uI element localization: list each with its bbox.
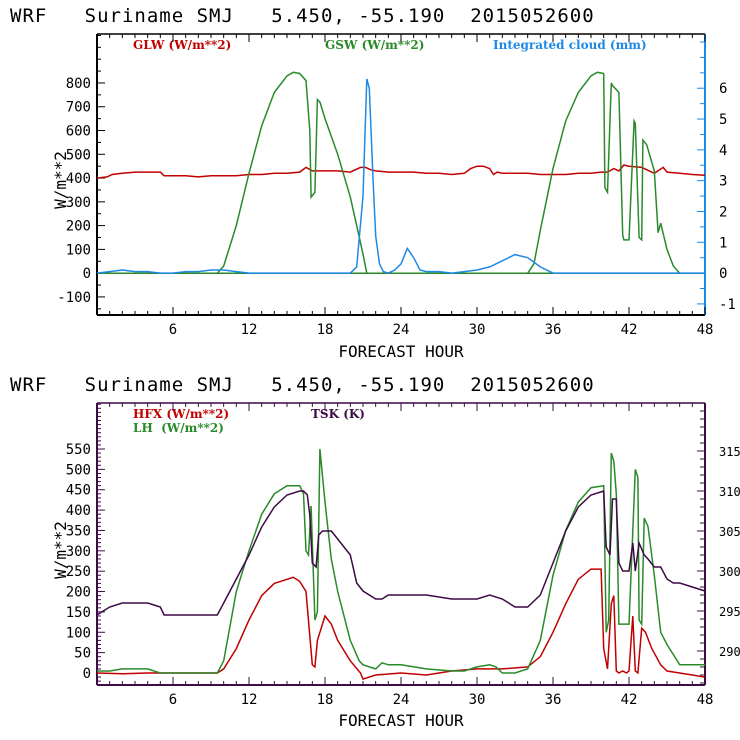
legend-item-hfx: HFX (W/m**2) (133, 407, 229, 421)
legend: HFX (W/m**2) LH (W/m**2) TSK (K) (133, 407, 365, 435)
y-tick-label: 600 (66, 124, 91, 140)
legend-item-lh: LH (W/m**2) (133, 421, 224, 435)
y-tick-label: 200 (66, 219, 91, 235)
y-tick-label: 450 (66, 483, 91, 499)
axes: 6 12 18 24 30 36 42 48-100010020030040050060070… (57, 33, 736, 338)
series-gsw-w-m-2 (97, 71, 705, 274)
series-lh-w-m-2 (97, 448, 705, 674)
y-tick-label: 0 (83, 666, 91, 682)
series-group (96, 71, 706, 274)
x-tick-label: 30 (469, 322, 486, 338)
x-tick-label: 18 (317, 322, 334, 338)
y2-tick-label: 2 (719, 204, 727, 220)
x-tick-label: 48 (697, 322, 714, 338)
y2-tick-label: 300 (719, 565, 740, 579)
chart-title: WRF Suriname SMJ 5.450, -55.190 20150526… (10, 374, 595, 396)
legend-item-tsk: TSK (K) (311, 407, 365, 421)
y-tick-label: 500 (66, 147, 91, 163)
x-tick-label: 30 (469, 692, 486, 708)
series-hfx-w-m-2 (96, 568, 706, 681)
legend-item-cloud: Integrated cloud (mm) (493, 38, 647, 52)
y2-tick-label: 295 (719, 605, 740, 619)
y2-tick-label: 3 (719, 174, 727, 190)
x-tick-label: 24 (393, 692, 410, 708)
y-tick-label: 400 (66, 503, 91, 519)
x-tick-label: 48 (697, 692, 714, 708)
y-tick-label: 400 (66, 171, 91, 187)
y2-tick-label: 6 (719, 81, 727, 97)
y2-tick-label: 1 (719, 235, 727, 251)
axes: 6 12 18 24 30 36 42 48 0 50 100 150 200 250 300 350 400 4… (66, 402, 740, 708)
x-tick-label: 6 (169, 322, 177, 338)
y-axis-label: W/m**2 (51, 521, 70, 579)
y-tick-label: 700 (66, 100, 91, 116)
y2-tick-label: 4 (719, 143, 727, 159)
y-tick-label: 50 (74, 646, 91, 662)
y-tick-label: 800 (66, 76, 91, 92)
y2-tick-label: 310 (719, 485, 740, 499)
x-tick-label: 24 (393, 322, 410, 338)
y-tick-label: 100 (66, 625, 91, 641)
series-gsw-day2 (97, 71, 705, 274)
legend-item-glw: GLW (W/m**2) (133, 38, 231, 52)
y-tick-label: -100 (57, 290, 91, 306)
y2-tick-label: 315 (719, 445, 740, 459)
legend-item-gsw: GSW (W/m**2) (325, 38, 424, 52)
y-tick-label: 300 (66, 544, 91, 560)
y-tick-label: 350 (66, 523, 91, 539)
y2-tick-label: -1 (719, 297, 736, 313)
series-glw-w-m-2 (96, 164, 706, 179)
x-axis-label: FORECAST HOUR (338, 342, 464, 361)
y2-tick-label: 0 (719, 266, 727, 282)
x-tick-label: 36 (545, 322, 562, 338)
x-tick-label: 36 (545, 692, 562, 708)
y-tick-label: 200 (66, 585, 91, 601)
y-tick-label: 500 (66, 462, 91, 478)
y-tick-label: 250 (66, 564, 91, 580)
x-tick-label: 12 (241, 692, 258, 708)
y2-tick-label: 5 (719, 112, 727, 128)
y-tick-label: 100 (66, 242, 91, 258)
x-tick-label: 18 (317, 692, 334, 708)
x-tick-label: 42 (621, 692, 638, 708)
y-tick-label: 150 (66, 605, 91, 621)
y-tick-label: 300 (66, 195, 91, 211)
y2-tick-label: 290 (719, 645, 740, 659)
x-tick-label: 42 (621, 322, 638, 338)
y-axis-label: W/m**2 (51, 151, 70, 209)
y2-tick-label: 305 (719, 525, 740, 539)
x-axis-label: FORECAST HOUR (338, 711, 464, 730)
chart-top: WRF Suriname SMJ 5.450, -55.190 20150526… (10, 5, 736, 361)
series-integrated-cloud-mm (96, 78, 705, 274)
series-group (96, 448, 706, 681)
chart-bottom: WRF Suriname SMJ 5.450, -55.190 20150526… (10, 374, 740, 730)
chart-title: WRF Suriname SMJ 5.450, -55.190 20150526… (10, 5, 595, 27)
y-tick-label: 0 (83, 266, 91, 282)
legend: GLW (W/m**2) GSW (W/m**2) Integrated clo… (133, 38, 647, 52)
y-tick-label: 550 (66, 442, 91, 458)
series-tsk-k (96, 489, 706, 616)
x-tick-label: 12 (241, 322, 258, 338)
x-tick-label: 6 (169, 692, 177, 708)
